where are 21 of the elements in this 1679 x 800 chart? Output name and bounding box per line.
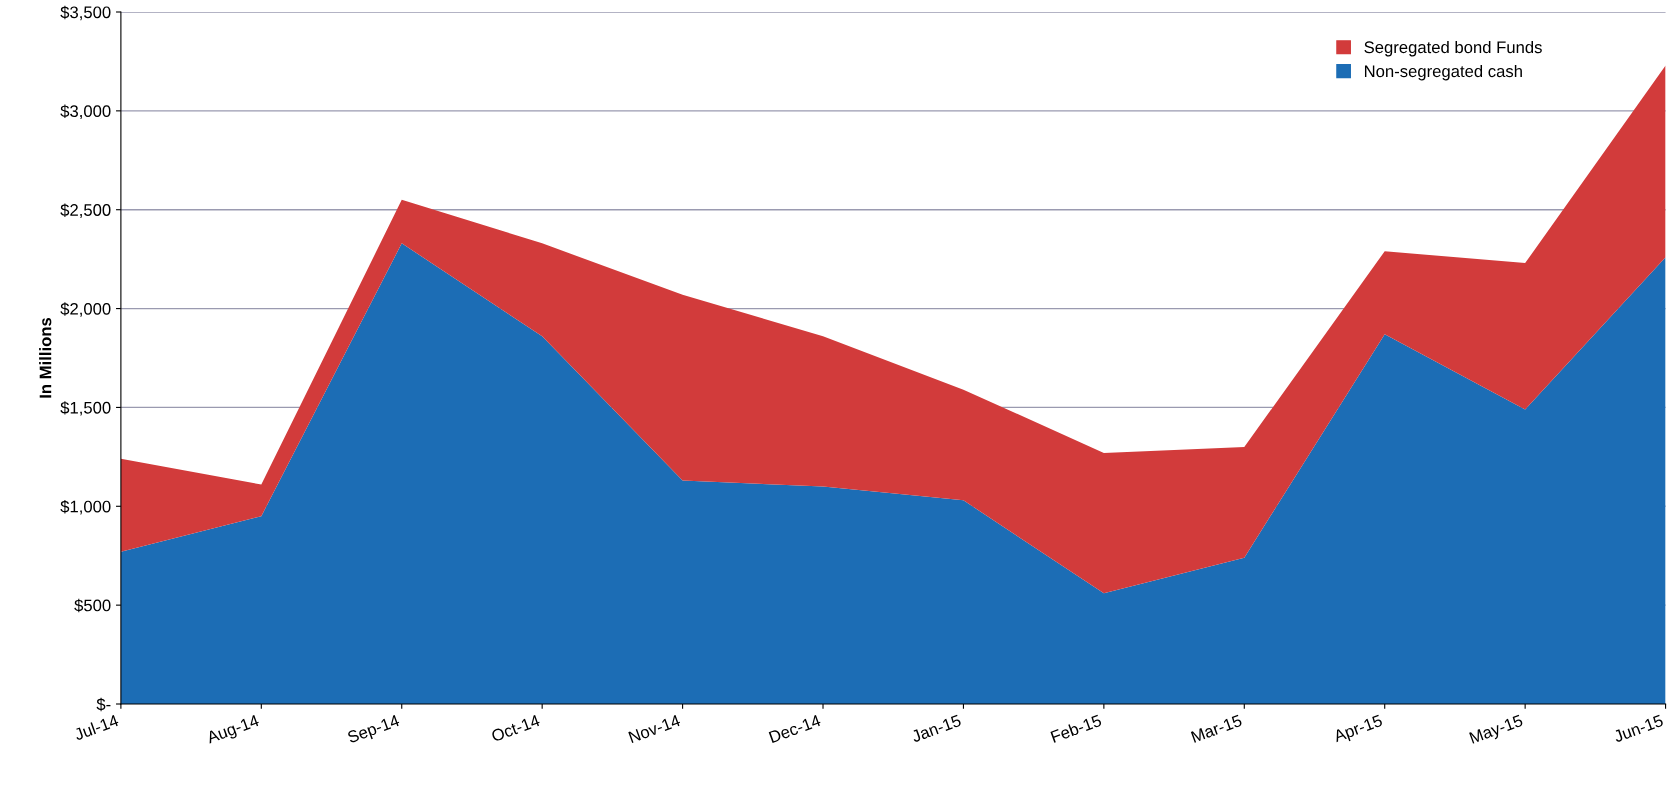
x-tick-label: Oct-14 — [490, 714, 541, 743]
x-tick-label: Feb-15 — [1050, 713, 1103, 743]
y-tick-label: $2,500 — [60, 203, 111, 218]
y-tick-label: $3,000 — [60, 104, 111, 120]
x-tick-label: Nov-14 — [628, 714, 682, 744]
x-tick-label: Dec-14 — [768, 714, 822, 744]
y-tick-label: $1,500 — [60, 401, 111, 416]
y-tick-label: $- — [96, 697, 111, 712]
x-tick-label: Sep-14 — [346, 714, 402, 747]
y-tick-label: $2,000 — [60, 302, 111, 317]
x-tick-label: Jan-15 — [910, 714, 962, 743]
y-tick-label: $3,500 — [60, 5, 111, 21]
x-tick-label: Mar-15 — [1190, 714, 1243, 743]
legend-label: Segregated bond Funds — [1364, 40, 1542, 57]
x-tick-label: Jun-15 — [1612, 714, 1664, 743]
legend-label: Non-segregated cash — [1364, 64, 1522, 81]
y-axis-title: In Millions — [39, 317, 52, 398]
x-tick-label: Jul-14 — [73, 713, 120, 741]
y-tick-label: $500 — [74, 598, 111, 613]
y-tick-label: $1,000 — [60, 499, 111, 515]
x-tick-label: Apr-15 — [1332, 714, 1385, 746]
